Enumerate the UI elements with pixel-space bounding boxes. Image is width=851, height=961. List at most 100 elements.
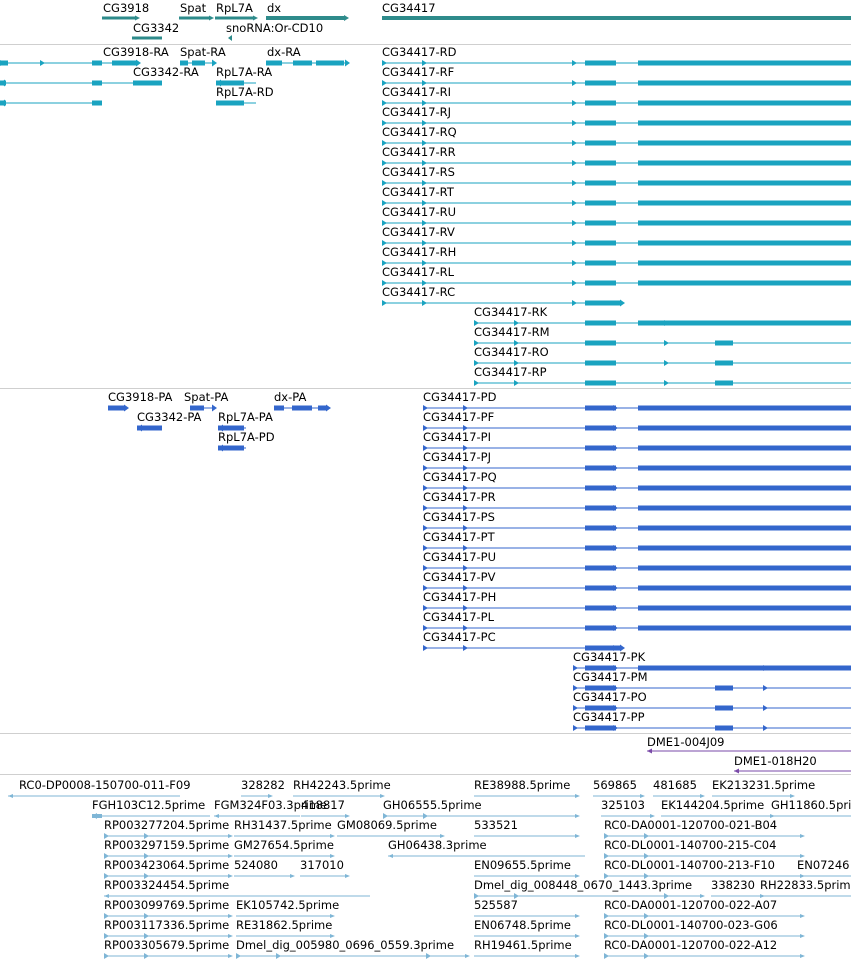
feature-label[interactable]: RH22833.5prime — [760, 878, 851, 892]
feature-label[interactable]: CG34417-PO — [573, 690, 647, 704]
feature-glyph[interactable] — [104, 953, 233, 959]
feature-label[interactable]: RC0-DP0008-150700-011-F09 — [19, 778, 191, 792]
feature-label[interactable]: CG3918-PA — [108, 390, 173, 404]
feature-label[interactable]: 338230 — [711, 878, 755, 892]
feature-glyph[interactable] — [712, 794, 795, 798]
feature-label[interactable]: RC0-DL0001-140700-215-C04 — [604, 838, 777, 852]
feature-glyph[interactable] — [423, 605, 851, 611]
feature-glyph[interactable] — [241, 794, 273, 798]
feature-glyph[interactable] — [301, 814, 350, 818]
feature-label[interactable]: CG34417-RC — [382, 285, 456, 299]
feature-label[interactable]: CG34417-PS — [423, 510, 495, 524]
feature-glyph[interactable] — [388, 854, 585, 858]
feature-label[interactable]: RC0-DA0001-120700-022-A07 — [604, 898, 778, 912]
feature-label[interactable]: CG34417-RH — [382, 245, 457, 259]
feature-label[interactable]: GH11860.5prime — [771, 798, 851, 812]
feature-label[interactable]: CG3918 — [103, 1, 150, 15]
feature-glyph[interactable] — [104, 873, 233, 879]
feature-glyph[interactable] — [573, 685, 851, 691]
feature-label[interactable]: DME1-004J09 — [647, 735, 725, 749]
feature-label[interactable]: 481685 — [653, 778, 697, 792]
feature-glyph[interactable] — [218, 444, 246, 452]
feature-label[interactable]: Spat-RA — [180, 45, 226, 59]
feature-label[interactable]: RP003423064.5prime — [104, 858, 230, 872]
feature-glyph[interactable] — [8, 794, 180, 798]
feature-glyph[interactable] — [218, 424, 246, 432]
feature-glyph[interactable] — [0, 79, 162, 87]
feature-glyph[interactable] — [236, 953, 470, 959]
feature-glyph[interactable] — [104, 894, 370, 898]
feature-label[interactable]: CG34417-RT — [382, 185, 454, 199]
feature-label[interactable]: EN06748.5prime — [474, 918, 571, 932]
feature-label[interactable]: 325103 — [601, 798, 645, 812]
feature-glyph[interactable] — [423, 465, 851, 471]
feature-label[interactable]: GM27654.5prime — [234, 838, 334, 852]
feature-label[interactable]: CG3342-RA — [133, 65, 199, 79]
feature-label[interactable]: RpL7A — [216, 1, 253, 15]
feature-label[interactable]: CG34417-PV — [423, 570, 496, 584]
feature-glyph[interactable] — [337, 834, 445, 838]
feature-glyph[interactable] — [604, 913, 805, 919]
feature-label[interactable]: 524080 — [234, 858, 278, 872]
feature-glyph[interactable] — [132, 36, 162, 40]
feature-label[interactable]: EN07246 — [797, 858, 850, 872]
feature-label[interactable]: snoRNA:Or-CD10 — [226, 21, 324, 35]
feature-glyph[interactable] — [0, 59, 141, 67]
feature-label[interactable]: CG34417-PD — [423, 390, 497, 404]
feature-glyph[interactable] — [474, 380, 851, 386]
feature-glyph[interactable] — [382, 100, 851, 106]
feature-label[interactable]: dx-RA — [267, 45, 301, 59]
feature-glyph[interactable] — [214, 814, 300, 818]
feature-glyph[interactable] — [102, 15, 140, 21]
feature-label[interactable]: CG34417-PQ — [423, 470, 497, 484]
feature-glyph[interactable] — [423, 405, 851, 411]
feature-glyph[interactable] — [104, 913, 233, 919]
feature-glyph[interactable] — [179, 15, 214, 21]
feature-label[interactable]: RH19461.5prime — [474, 938, 572, 952]
feature-label[interactable]: CG34417-RF — [382, 65, 455, 79]
feature-glyph[interactable] — [474, 914, 580, 918]
feature-glyph[interactable] — [382, 180, 851, 186]
feature-label[interactable]: CG34417-PJ — [423, 450, 492, 464]
feature-glyph[interactable] — [382, 220, 851, 226]
feature-glyph[interactable] — [423, 505, 851, 511]
feature-label[interactable]: FGM324F03.3prime — [214, 798, 328, 812]
feature-glyph[interactable] — [474, 954, 580, 958]
feature-label[interactable]: 533521 — [474, 818, 518, 832]
feature-glyph[interactable] — [382, 80, 851, 86]
feature-label[interactable]: CG34417-RJ — [382, 105, 452, 119]
feature-label[interactable]: CG34417-RU — [382, 205, 457, 219]
feature-label[interactable]: RE31862.5prime — [236, 918, 333, 932]
feature-label[interactable]: CG3918-RA — [103, 45, 169, 59]
feature-label[interactable]: RpL7A-RD — [216, 85, 274, 99]
feature-label[interactable]: RC0-DL0001-140700-023-G06 — [604, 918, 778, 932]
feature-glyph[interactable] — [236, 914, 335, 918]
feature-label[interactable]: RpL7A-RA — [216, 65, 273, 79]
feature-glyph[interactable] — [382, 260, 851, 266]
feature-label[interactable]: CG34417-PH — [423, 590, 497, 604]
feature-label[interactable]: RP003305679.5prime — [104, 938, 230, 952]
feature-glyph[interactable] — [474, 320, 851, 326]
feature-label[interactable]: RH31437.5prime — [234, 818, 332, 832]
feature-glyph[interactable] — [234, 874, 295, 878]
feature-label[interactable]: RP003099769.5prime — [104, 898, 230, 912]
feature-label[interactable]: CG34417-PF — [423, 410, 495, 424]
feature-label[interactable]: RC0-DL0001-140700-213-F10 — [604, 858, 775, 872]
feature-glyph[interactable] — [604, 933, 805, 939]
feature-glyph[interactable] — [236, 934, 335, 938]
feature-glyph[interactable] — [382, 140, 851, 146]
feature-label[interactable]: RP003297159.5prime — [104, 838, 230, 852]
feature-label[interactable]: Spat-PA — [184, 390, 229, 404]
feature-label[interactable]: CG34417-PI — [423, 430, 492, 444]
feature-label[interactable]: RpL7A-PD — [218, 430, 275, 444]
feature-glyph[interactable] — [604, 953, 805, 959]
feature-glyph[interactable] — [104, 853, 233, 859]
feature-label[interactable]: CG34417-PK — [573, 650, 646, 664]
feature-label[interactable]: CG34417-RO — [474, 345, 549, 359]
feature-label[interactable]: CG3342 — [133, 21, 180, 35]
feature-label[interactable]: CG34417-RV — [382, 225, 455, 239]
feature-label[interactable]: RH42243.5prime — [293, 778, 391, 792]
feature-label[interactable]: CG34417-PP — [573, 710, 645, 724]
feature-glyph[interactable] — [92, 813, 210, 819]
